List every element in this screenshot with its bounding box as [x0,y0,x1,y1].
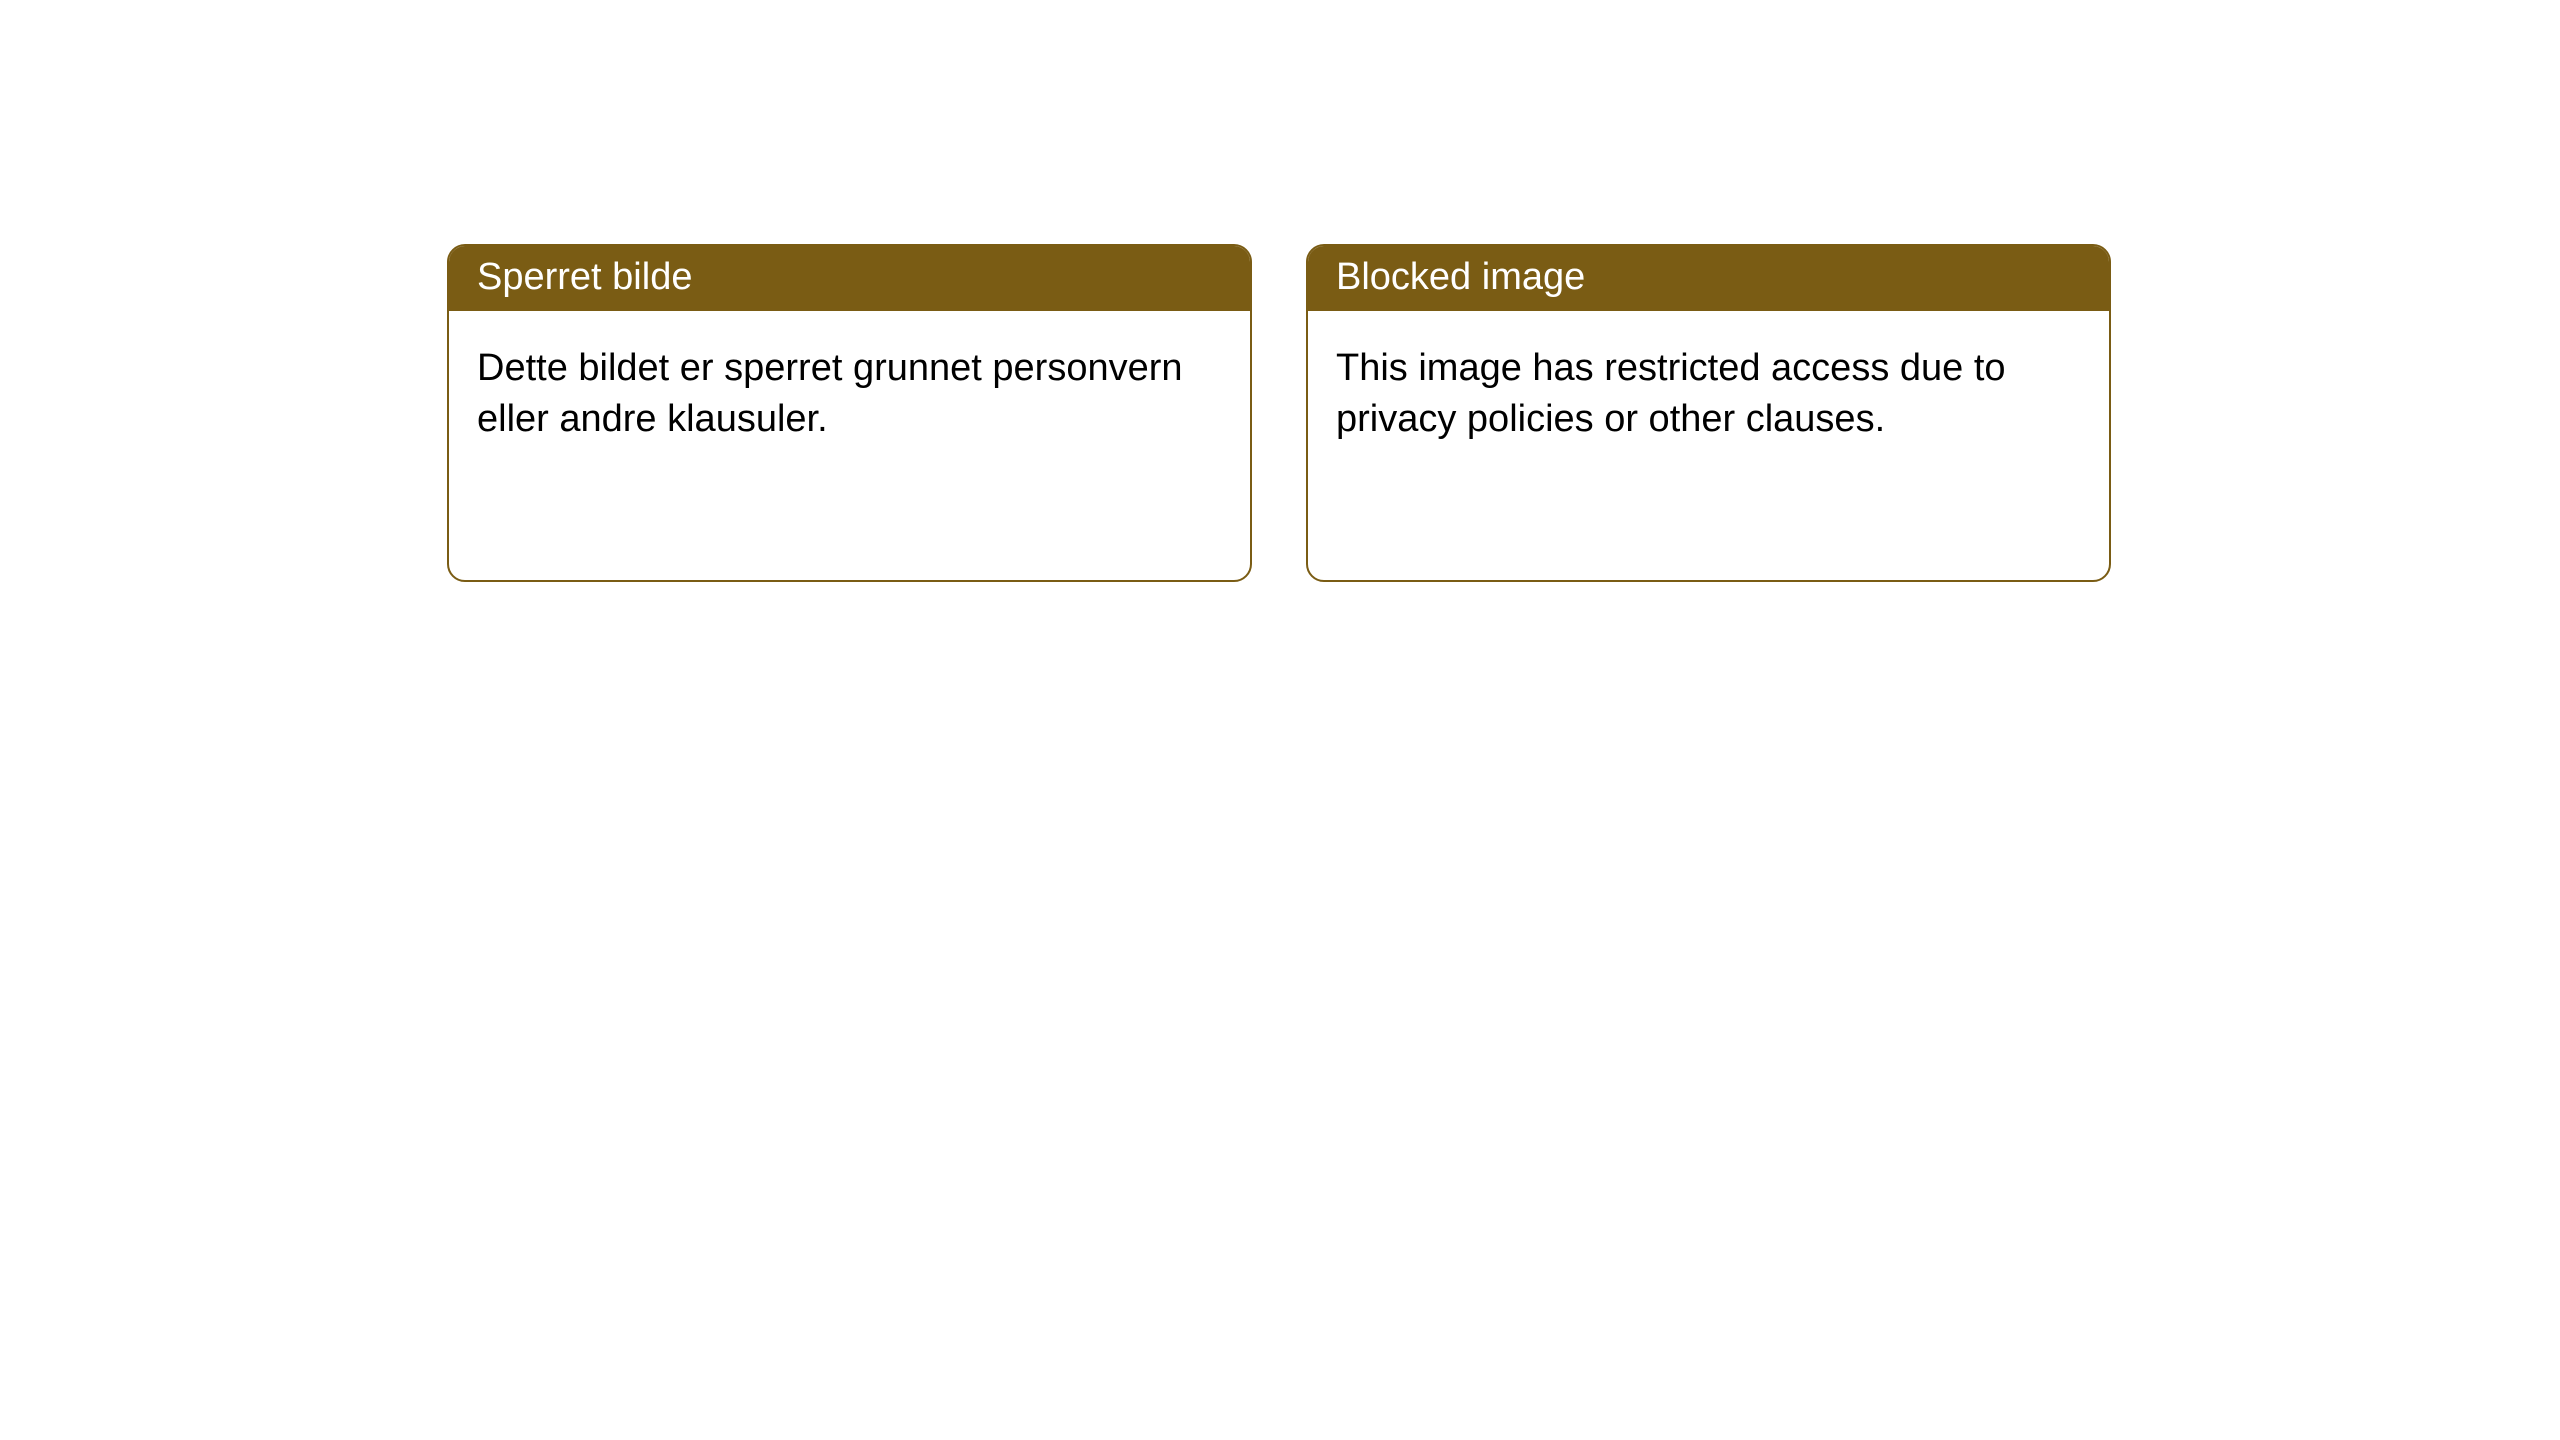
notice-container: Sperret bilde Dette bildet er sperret gr… [447,244,2111,582]
notice-body-norwegian: Dette bildet er sperret grunnet personve… [449,311,1250,478]
notice-card-english: Blocked image This image has restricted … [1306,244,2111,582]
notice-card-norwegian: Sperret bilde Dette bildet er sperret gr… [447,244,1252,582]
notice-header-english: Blocked image [1308,246,2109,311]
notice-header-norwegian: Sperret bilde [449,246,1250,311]
notice-body-english: This image has restricted access due to … [1308,311,2109,478]
